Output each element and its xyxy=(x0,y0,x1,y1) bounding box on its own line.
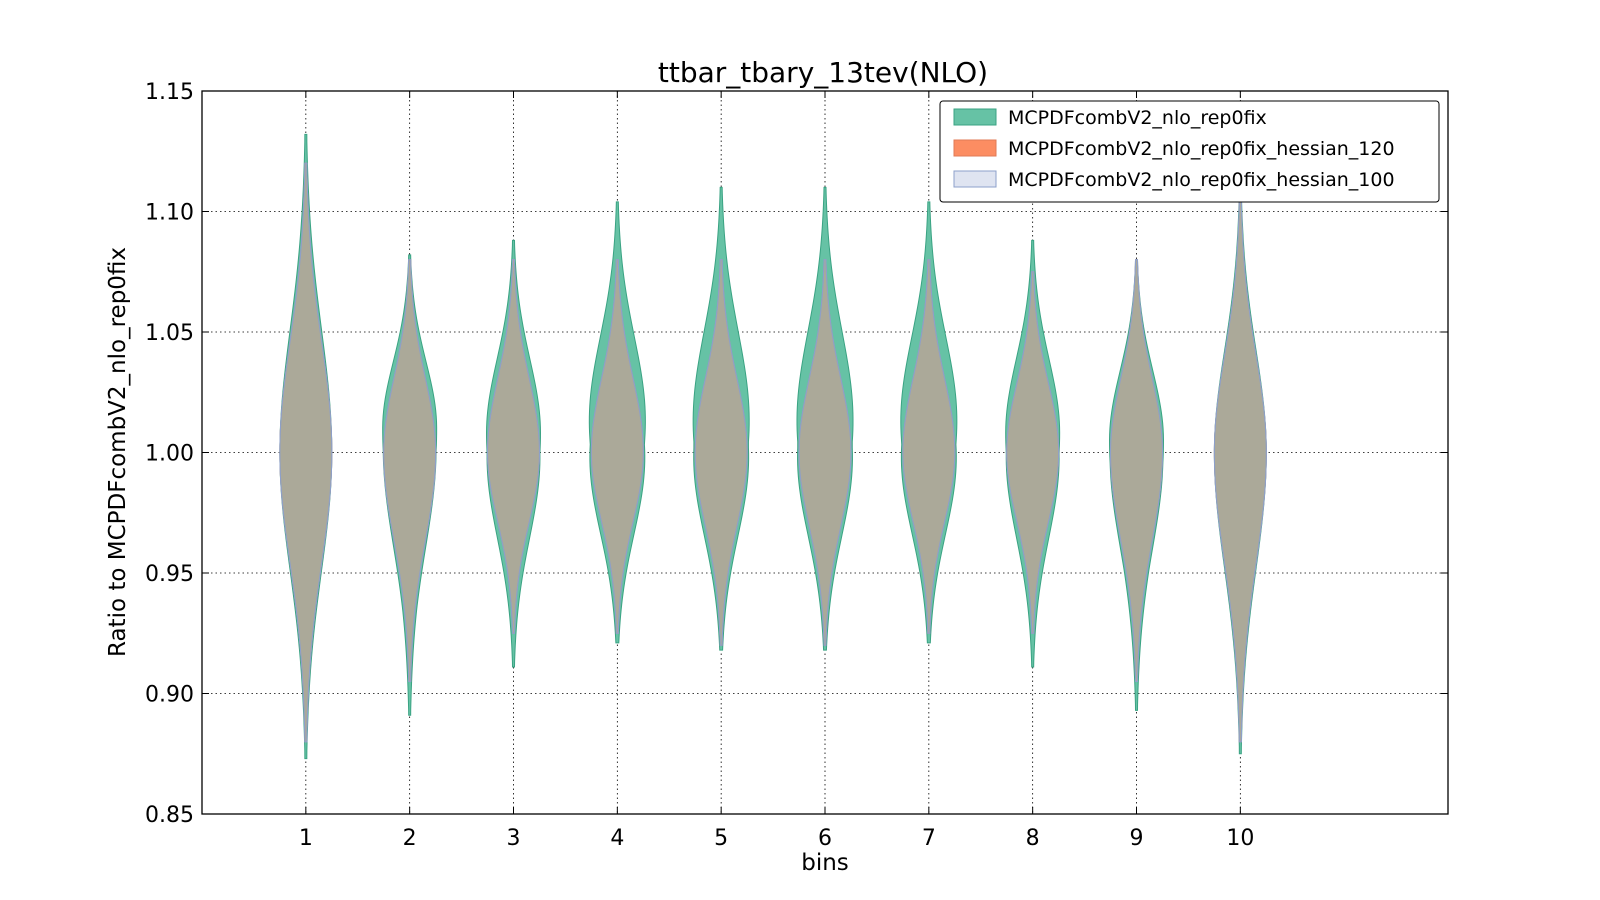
violin-overlap-bin-4 xyxy=(590,259,644,634)
legend-swatch-1 xyxy=(953,108,997,126)
y-tick-label: 1.05 xyxy=(145,321,194,346)
legend-box xyxy=(939,100,1440,203)
violin-overlap-bin-7 xyxy=(902,259,956,634)
violins xyxy=(279,133,1267,760)
y-tick-label: 0.95 xyxy=(145,562,194,587)
violin-overlap-bin-5 xyxy=(694,259,748,646)
legend: MCPDFcombV2_nlo_rep0fix MCPDFcombV2_nlo_r… xyxy=(939,100,1440,203)
chart-title: ttbar_tbary_13tev(NLO) xyxy=(658,56,988,89)
x-tick-label: 8 xyxy=(1026,826,1040,851)
x-tick-label: 4 xyxy=(610,826,624,851)
x-tick-label: 7 xyxy=(922,826,936,851)
y-tick-label: 1.00 xyxy=(145,442,194,467)
legend-label-3: MCPDFcombV2_nlo_rep0fix_hessian_100 xyxy=(1008,169,1395,191)
violin-overlap-bin-9 xyxy=(1110,259,1163,682)
y-tick-label: 0.90 xyxy=(145,683,194,708)
x-tick-label: 3 xyxy=(507,826,521,851)
violin-overlap-bin-2 xyxy=(383,259,437,682)
y-tick-label: 1.15 xyxy=(145,80,194,105)
violin-overlap-bin-3 xyxy=(487,259,540,634)
violin-overlap-bin-1 xyxy=(279,162,333,743)
x-tick-label: 1 xyxy=(299,826,313,851)
legend-label-2: MCPDFcombV2_nlo_rep0fix_hessian_120 xyxy=(1008,138,1395,160)
violin-overlap-bin-8 xyxy=(1006,271,1060,634)
x-tick-label: 6 xyxy=(818,826,832,851)
x-tick-label: 5 xyxy=(714,826,728,851)
x-tick-label: 10 xyxy=(1226,826,1254,851)
x-axis-label: bins xyxy=(801,850,849,876)
y-tick-label: 1.10 xyxy=(145,201,194,226)
violin-overlap-bin-6 xyxy=(798,259,852,646)
x-tick-label: 2 xyxy=(403,826,417,851)
y-axis-ticks: 0.85 0.90 0.95 1.00 1.05 1.10 1.15 xyxy=(145,80,1448,828)
legend-swatch-2 xyxy=(953,139,997,157)
y-tick-label: 0.85 xyxy=(145,803,194,828)
x-axis-ticks: 1 2 3 4 5 6 7 8 9 10 xyxy=(299,91,1254,851)
x-tick-label: 9 xyxy=(1130,826,1144,851)
legend-label-1: MCPDFcombV2_nlo_rep0fix xyxy=(1008,107,1267,129)
legend-swatch-3 xyxy=(953,170,997,188)
y-axis-label: Ratio to MCPDFcombV2_nlo_rep0fix xyxy=(105,247,131,657)
